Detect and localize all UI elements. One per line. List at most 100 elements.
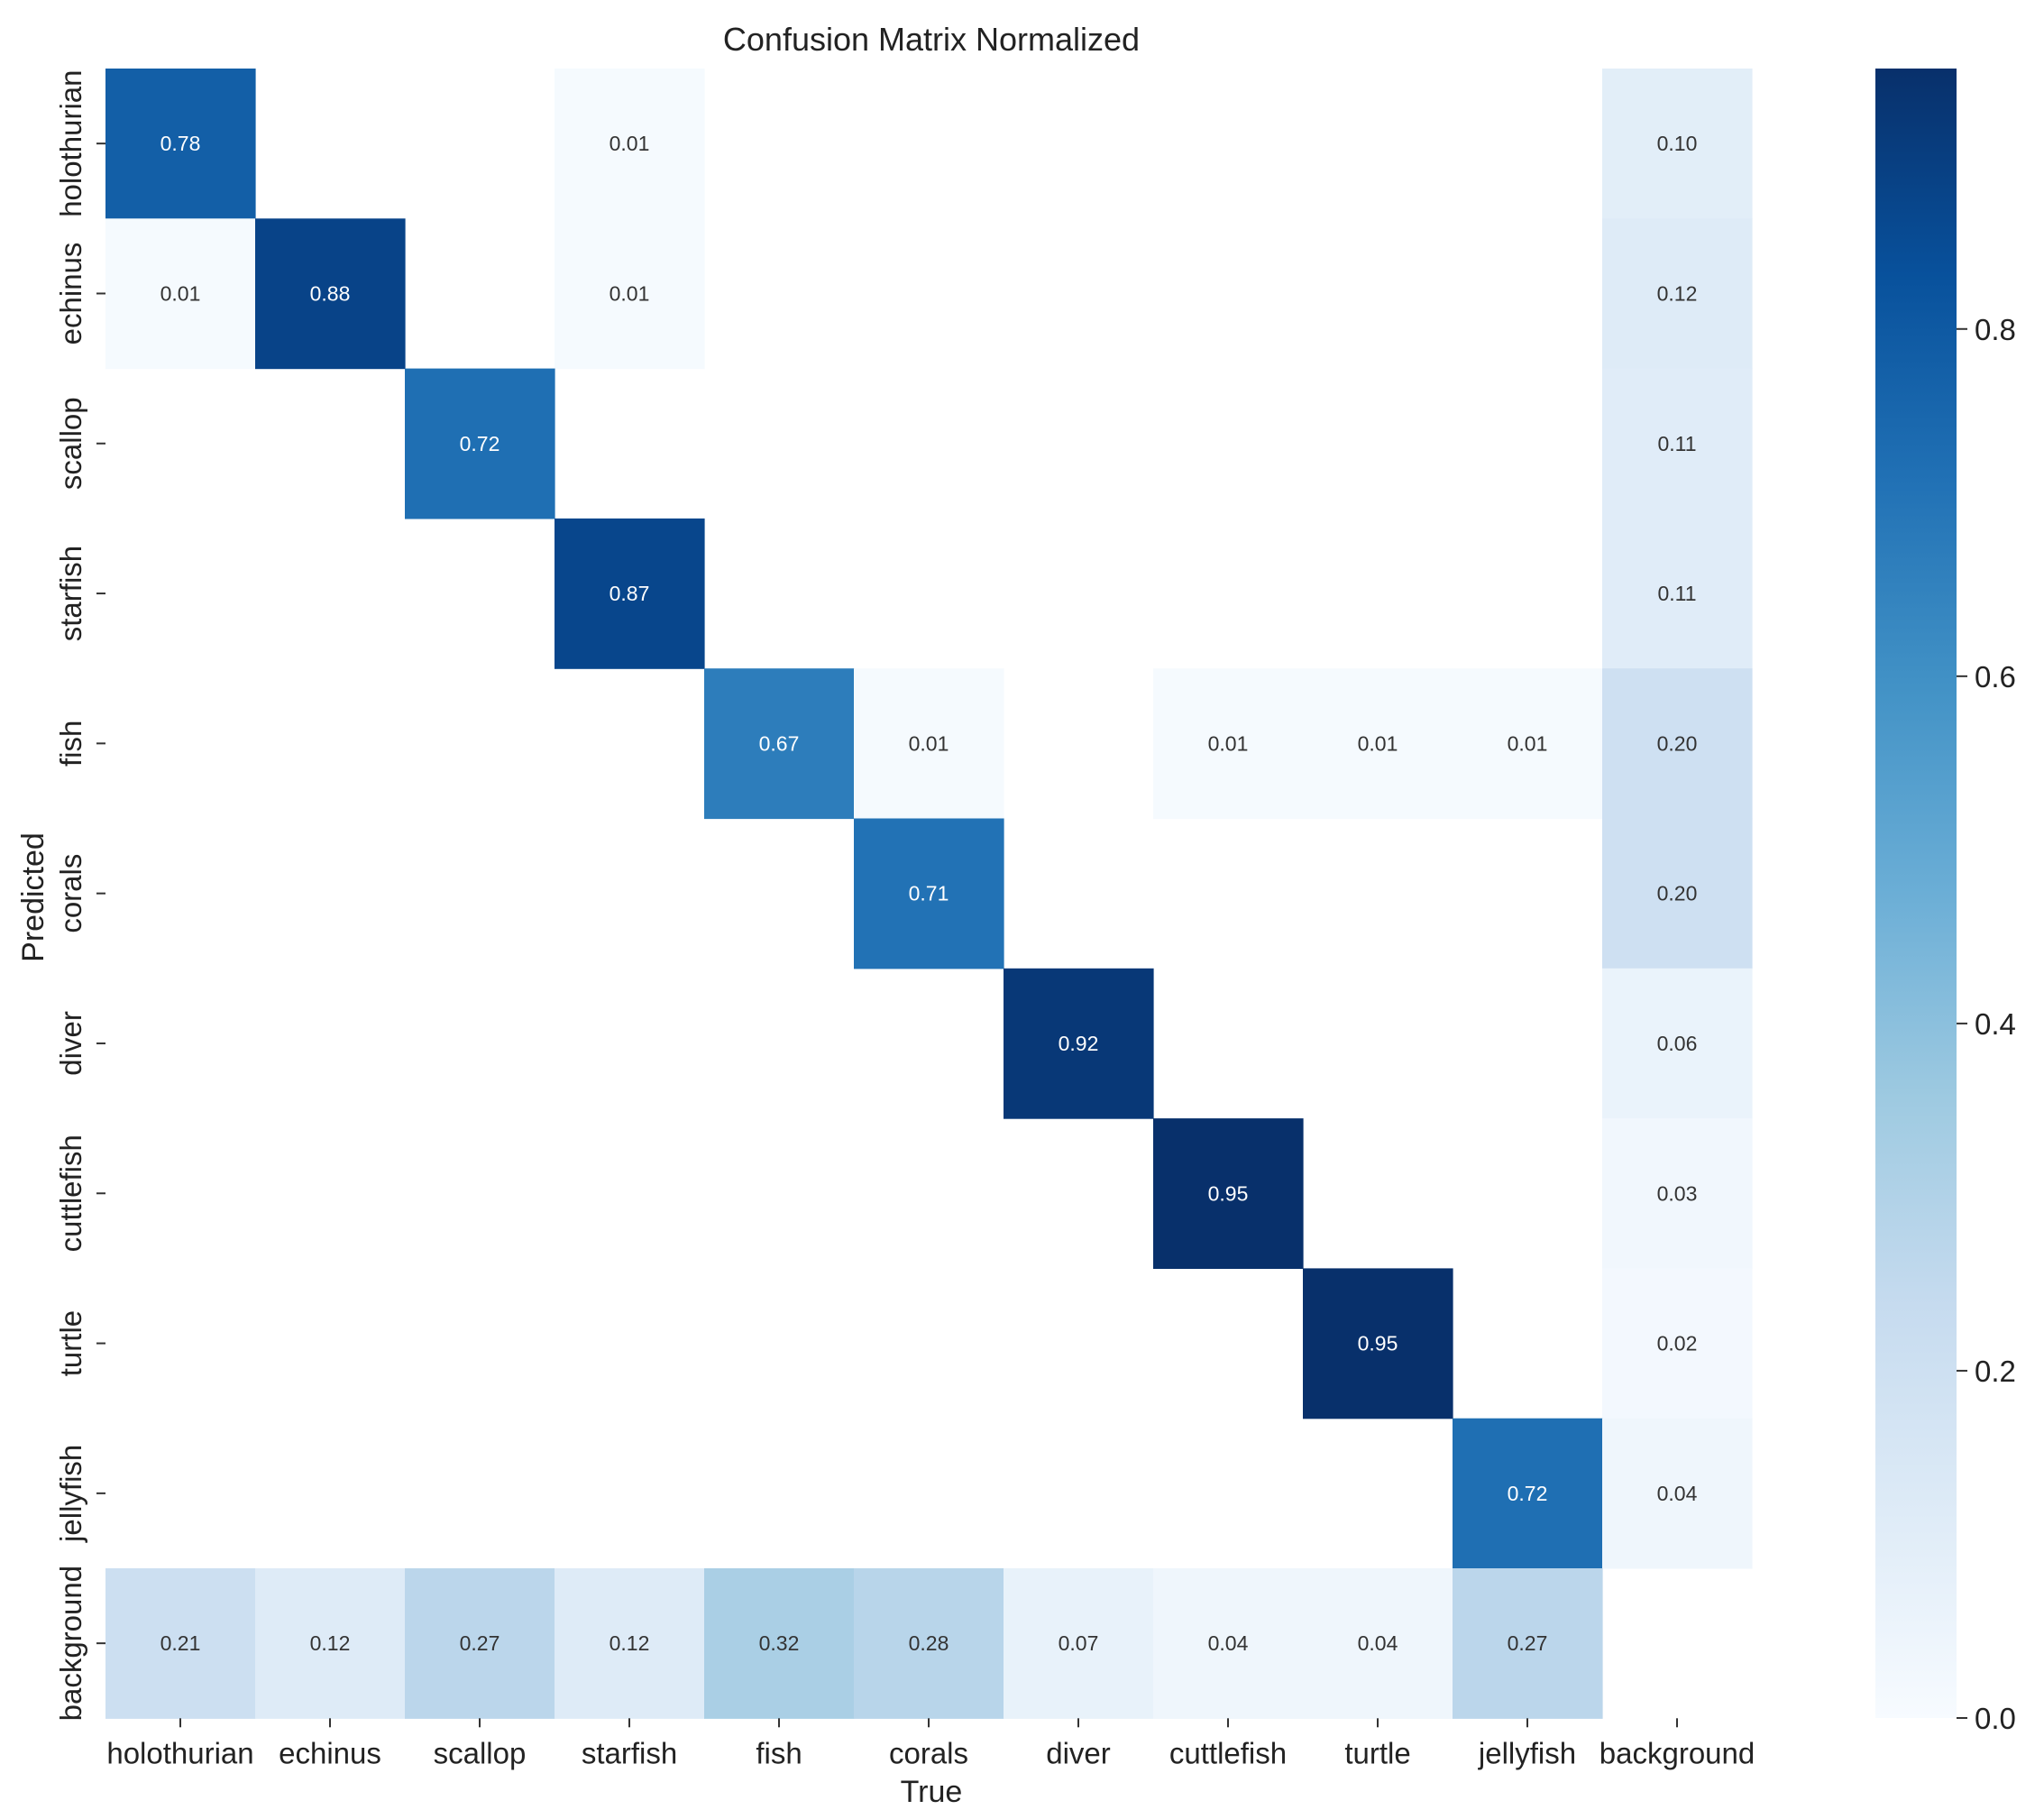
- x-tick-label-jellyfish: jellyfish: [1478, 1736, 1576, 1769]
- cell-background-corals: [854, 1568, 1004, 1719]
- y-tick-label-starfish: starfish: [54, 546, 87, 641]
- cell-background-turtle: [1303, 1568, 1453, 1719]
- colorbar-ticks: 0.0 0.2 0.4 0.6 0.8: [1957, 313, 2016, 1735]
- cell-diver-diver: [1004, 968, 1154, 1119]
- chart-title: Confusion Matrix Normalized: [723, 21, 1140, 58]
- cell-label-echinus-echinus: 0.88: [310, 281, 351, 305]
- cell-background-scallop: [405, 1568, 555, 1719]
- cell-echinus-starfish: [555, 218, 705, 370]
- cell-corals-corals: [854, 818, 1004, 969]
- cell-jellyfish-jellyfish: [1453, 1418, 1603, 1569]
- cell-label-background-turtle: 0.04: [1358, 1631, 1398, 1655]
- cell-label-diver-background: 0.06: [1657, 1032, 1698, 1055]
- cell-label-background-jellyfish: 0.27: [1508, 1631, 1548, 1655]
- cell-turtle-turtle: [1303, 1268, 1453, 1419]
- cell-label-starfish-background: 0.11: [1657, 582, 1696, 605]
- cell-starfish-starfish: [555, 518, 705, 669]
- colorbar-tick-label: 0.2: [1975, 1355, 2016, 1388]
- cell-fish-cuttlefish: [1153, 668, 1304, 820]
- y-tick-label-background: background: [54, 1566, 87, 1721]
- cell-turtle-background: [1602, 1268, 1753, 1419]
- x-axis-label: True: [901, 1775, 963, 1809]
- x-tick-label-turtle: turtle: [1344, 1736, 1410, 1769]
- cell-fish-turtle: [1303, 668, 1453, 820]
- cell-fish-jellyfish: [1453, 668, 1603, 820]
- colorbar-tick-label: 0.6: [1975, 660, 2016, 694]
- cell-label-fish-fish: 0.67: [759, 731, 800, 755]
- x-tick-label-echinus: echinus: [279, 1736, 381, 1769]
- cell-label-echinus-holothurian: 0.01: [160, 281, 201, 305]
- cell-holothurian-background: [1602, 69, 1753, 219]
- x-axis-ticks: holothurian echinus scallop starfish fish cor…: [106, 1718, 1755, 1769]
- cell-label-cuttlefish-background: 0.03: [1657, 1181, 1698, 1205]
- y-tick-label-diver: diver: [54, 1011, 87, 1076]
- y-tick-label-corals: corals: [54, 854, 87, 933]
- colorbar-tick-label: 0.4: [1975, 1007, 2016, 1041]
- cell-label-background-starfish: 0.12: [610, 1631, 650, 1655]
- y-tick-label-turtle: turtle: [54, 1310, 87, 1376]
- cell-fish-background: [1602, 668, 1753, 820]
- cell-label-background-cuttlefish: 0.04: [1208, 1631, 1249, 1655]
- cell-label-jellyfish-background: 0.04: [1657, 1482, 1698, 1505]
- cell-label-fish-background: 0.20: [1657, 731, 1698, 755]
- x-tick-label-background: background: [1599, 1736, 1755, 1769]
- colorbar: [1875, 69, 1957, 1718]
- cell-jellyfish-background: [1602, 1418, 1753, 1569]
- cell-echinus-holothurian: [105, 218, 256, 370]
- cell-label-background-echinus: 0.12: [310, 1631, 351, 1655]
- cell-scallop-background: [1602, 368, 1753, 519]
- cell-fish-corals: [854, 668, 1004, 820]
- colorbar-tick-label: 0.0: [1975, 1702, 2016, 1735]
- cell-label-scallop-background: 0.11: [1657, 432, 1696, 455]
- cell-label-background-holothurian: 0.21: [160, 1631, 201, 1655]
- cell-label-corals-corals: 0.71: [909, 882, 949, 905]
- cell-label-fish-turtle: 0.01: [1358, 731, 1398, 755]
- cell-background-echinus: [255, 1568, 406, 1719]
- colorbar-tick-label: 0.8: [1975, 313, 2016, 346]
- cell-label-echinus-starfish: 0.01: [610, 281, 650, 305]
- x-tick-label-starfish: starfish: [582, 1736, 677, 1769]
- cell-label-turtle-turtle: 0.95: [1358, 1332, 1398, 1355]
- cell-cuttlefish-background: [1602, 1118, 1753, 1269]
- cell-label-cuttlefish-cuttlefish: 0.95: [1208, 1181, 1249, 1205]
- cell-echinus-background: [1602, 218, 1753, 370]
- cell-background-holothurian: [105, 1568, 256, 1719]
- cell-starfish-background: [1602, 518, 1753, 669]
- cell-label-echinus-background: 0.12: [1657, 281, 1698, 305]
- x-tick-label-holothurian: holothurian: [106, 1736, 253, 1769]
- cell-label-background-fish: 0.32: [759, 1631, 800, 1655]
- heatmap-cells: [105, 69, 1753, 1719]
- y-tick-label-holothurian: holothurian: [54, 70, 87, 217]
- x-tick-label-diver: diver: [1046, 1736, 1111, 1769]
- cell-label-starfish-starfish: 0.87: [610, 582, 650, 605]
- cell-cuttlefish-cuttlefish: [1153, 1118, 1304, 1269]
- y-axis-ticks: holothurian echinus scallop starfish fish cor…: [54, 70, 105, 1721]
- cell-label-background-scallop: 0.27: [460, 1631, 500, 1655]
- cell-background-jellyfish: [1453, 1568, 1603, 1719]
- x-tick-label-scallop: scallop: [434, 1736, 527, 1769]
- cell-holothurian-starfish: [555, 69, 705, 219]
- cell-fish-fish: [704, 668, 855, 820]
- cell-label-turtle-background: 0.02: [1657, 1332, 1698, 1355]
- cell-label-fish-jellyfish: 0.01: [1508, 731, 1548, 755]
- x-tick-label-corals: corals: [889, 1736, 968, 1769]
- cell-label-holothurian-background: 0.10: [1657, 132, 1698, 155]
- cell-label-background-diver: 0.07: [1059, 1631, 1099, 1655]
- cell-diver-background: [1602, 968, 1753, 1119]
- y-tick-label-fish: fish: [54, 721, 87, 767]
- cell-background-diver: [1004, 1568, 1154, 1719]
- cell-label-scallop-scallop: 0.72: [460, 432, 500, 455]
- cell-corals-background: [1602, 818, 1753, 969]
- cell-scallop-scallop: [405, 368, 555, 519]
- cell-label-jellyfish-jellyfish: 0.72: [1508, 1482, 1548, 1505]
- heatmap-cell-labels: 0.78 0.01 0.10 0.01 0.88 0.01 0.12 0.72 0.11 0.87…: [160, 132, 1698, 1655]
- cell-label-fish-cuttlefish: 0.01: [1208, 731, 1249, 755]
- x-tick-label-cuttlefish: cuttlefish: [1169, 1736, 1287, 1769]
- y-tick-label-scallop: scallop: [54, 397, 87, 490]
- cell-label-diver-diver: 0.92: [1059, 1032, 1099, 1055]
- cell-label-holothurian-holothurian: 0.78: [160, 132, 201, 155]
- cell-echinus-echinus: [255, 218, 406, 370]
- y-tick-label-jellyfish: jellyfish: [54, 1445, 87, 1543]
- cell-label-background-corals: 0.28: [909, 1631, 949, 1655]
